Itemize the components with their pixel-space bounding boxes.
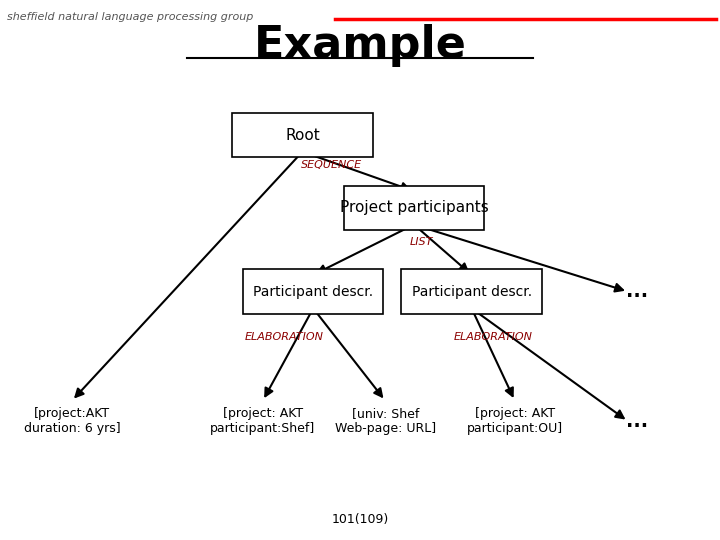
Text: [project:AKT
duration: 6 yrs]: [project:AKT duration: 6 yrs]: [24, 407, 120, 435]
Text: ...: ...: [626, 282, 648, 301]
Text: Participant descr.: Participant descr.: [253, 285, 373, 299]
Text: SEQUENCE: SEQUENCE: [301, 160, 361, 170]
Text: ...: ...: [626, 411, 648, 431]
Text: Participant descr.: Participant descr.: [412, 285, 531, 299]
Text: [univ: Shef
Web-page: URL]: [univ: Shef Web-page: URL]: [335, 407, 436, 435]
FancyBboxPatch shape: [344, 186, 484, 230]
Text: Root: Root: [285, 127, 320, 143]
Text: LIST: LIST: [410, 237, 433, 247]
FancyBboxPatch shape: [232, 113, 373, 157]
Text: 101(109): 101(109): [331, 514, 389, 526]
Text: [project: AKT
participant:OU]: [project: AKT participant:OU]: [467, 407, 563, 435]
FancyBboxPatch shape: [402, 269, 541, 314]
Text: ELABORATION: ELABORATION: [454, 332, 533, 342]
Text: Example: Example: [253, 24, 467, 68]
FancyBboxPatch shape: [243, 269, 383, 314]
Text: ELABORATION: ELABORATION: [245, 332, 324, 342]
Text: [project: AKT
participant:Shef]: [project: AKT participant:Shef]: [210, 407, 315, 435]
Text: sheffield natural language processing group: sheffield natural language processing gr…: [7, 12, 253, 22]
Text: Project participants: Project participants: [340, 200, 488, 215]
